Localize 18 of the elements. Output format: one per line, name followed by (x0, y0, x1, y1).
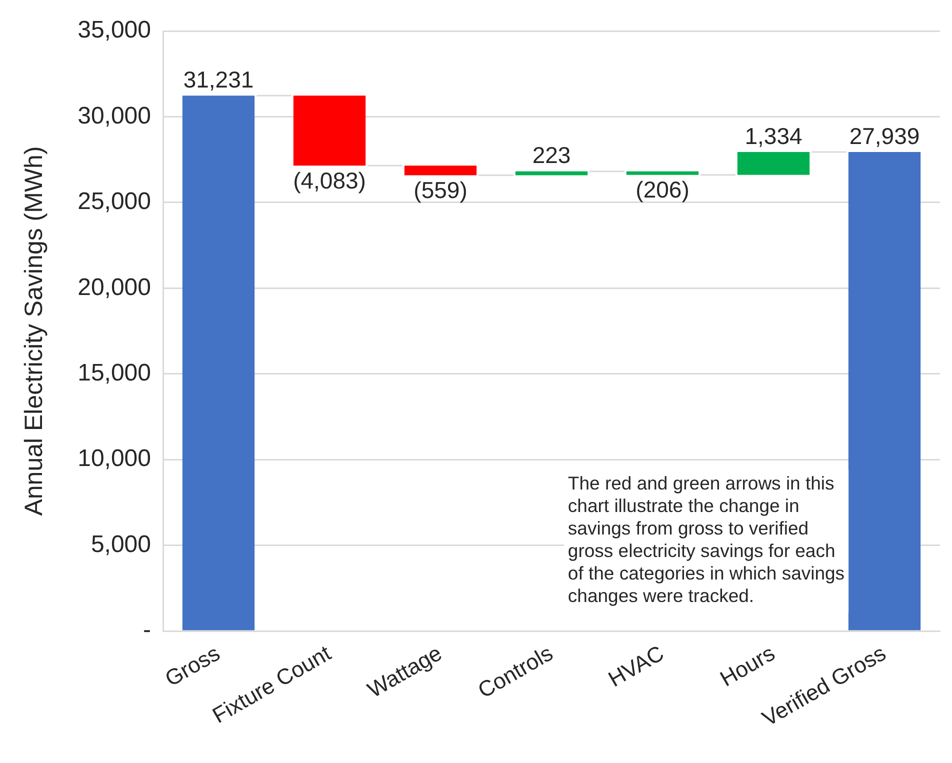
data-label: 27,939 (849, 122, 920, 149)
data-label: 1,334 (744, 122, 802, 149)
y-tick-label: 20,000 (78, 274, 151, 301)
y-tick-label: 10,000 (78, 445, 151, 472)
data-label: (4,083) (293, 167, 366, 194)
data-label: 223 (532, 142, 571, 168)
y-tick-label: - (143, 616, 151, 644)
y-tick-label: 30,000 (78, 102, 151, 130)
y-tick-label: 15,000 (78, 359, 151, 386)
annotation: The red and green arrows in this chart illustrate the change in savings from gross to verified gross electricity savings for each of the categories in which savings changes were tracked. (568, 472, 845, 606)
data-label: (206) (636, 176, 690, 203)
data-label: (559) (414, 177, 468, 204)
x-tick-label: Gross (160, 640, 224, 692)
data-label: 31,231 (183, 66, 254, 92)
y-tick-label: 35,000 (78, 16, 151, 44)
y-tick-label: 25,000 (78, 188, 151, 216)
y-axis-title: Annual Electricity Savings (MWh) (20, 146, 48, 516)
y-tick-label: 5,000 (90, 530, 151, 558)
